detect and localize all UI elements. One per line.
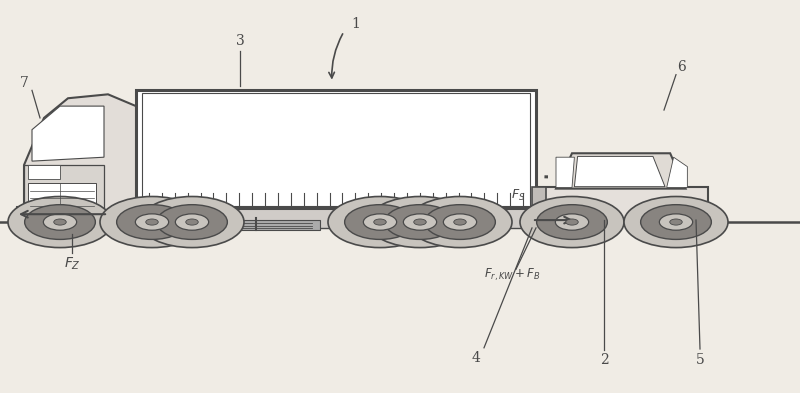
Circle shape bbox=[670, 219, 682, 225]
Text: $F_S$: $F_S$ bbox=[511, 188, 526, 203]
Circle shape bbox=[624, 196, 728, 248]
Circle shape bbox=[8, 196, 112, 248]
Circle shape bbox=[328, 196, 432, 248]
Text: 7: 7 bbox=[19, 75, 29, 90]
Bar bbox=[136, 208, 568, 228]
Text: 1: 1 bbox=[351, 17, 361, 31]
Polygon shape bbox=[574, 156, 665, 187]
Circle shape bbox=[363, 214, 397, 230]
Circle shape bbox=[146, 219, 158, 225]
Circle shape bbox=[385, 205, 455, 239]
Circle shape bbox=[403, 214, 437, 230]
Bar bbox=[28, 165, 60, 179]
Circle shape bbox=[566, 219, 578, 225]
Circle shape bbox=[117, 205, 187, 239]
Text: $F_Z$: $F_Z$ bbox=[63, 255, 81, 272]
Circle shape bbox=[537, 205, 607, 239]
Polygon shape bbox=[24, 94, 136, 222]
Circle shape bbox=[408, 196, 512, 248]
Circle shape bbox=[175, 214, 209, 230]
Text: 4: 4 bbox=[471, 351, 481, 365]
Text: $F_{r,KW}+F_B$: $F_{r,KW}+F_B$ bbox=[484, 267, 540, 283]
Circle shape bbox=[374, 219, 386, 225]
Bar bbox=[28, 183, 96, 218]
Circle shape bbox=[641, 205, 711, 239]
Bar bbox=[532, 187, 546, 220]
Circle shape bbox=[443, 214, 477, 230]
Polygon shape bbox=[666, 157, 687, 187]
Circle shape bbox=[54, 219, 66, 225]
Bar bbox=[536, 210, 584, 230]
Bar bbox=[136, 90, 536, 208]
Circle shape bbox=[425, 205, 495, 239]
Circle shape bbox=[43, 214, 77, 230]
Text: 5: 5 bbox=[696, 353, 704, 367]
Circle shape bbox=[555, 214, 589, 230]
Text: 6: 6 bbox=[678, 60, 686, 74]
Text: 2: 2 bbox=[600, 353, 608, 367]
Circle shape bbox=[25, 205, 95, 239]
Polygon shape bbox=[32, 106, 104, 161]
Circle shape bbox=[345, 205, 415, 239]
Polygon shape bbox=[556, 157, 574, 187]
Text: 3: 3 bbox=[236, 34, 244, 48]
Circle shape bbox=[186, 219, 198, 225]
Bar bbox=[536, 187, 708, 222]
Circle shape bbox=[135, 214, 169, 230]
Polygon shape bbox=[24, 165, 104, 222]
Circle shape bbox=[414, 219, 426, 225]
Circle shape bbox=[520, 196, 624, 248]
Bar bbox=[142, 93, 530, 206]
Polygon shape bbox=[556, 153, 686, 189]
Circle shape bbox=[140, 196, 244, 248]
Bar bbox=[16, 206, 26, 222]
Bar bbox=[216, 220, 320, 230]
Circle shape bbox=[157, 205, 227, 239]
Circle shape bbox=[100, 196, 204, 248]
Circle shape bbox=[659, 214, 693, 230]
Circle shape bbox=[454, 219, 466, 225]
Circle shape bbox=[368, 196, 472, 248]
